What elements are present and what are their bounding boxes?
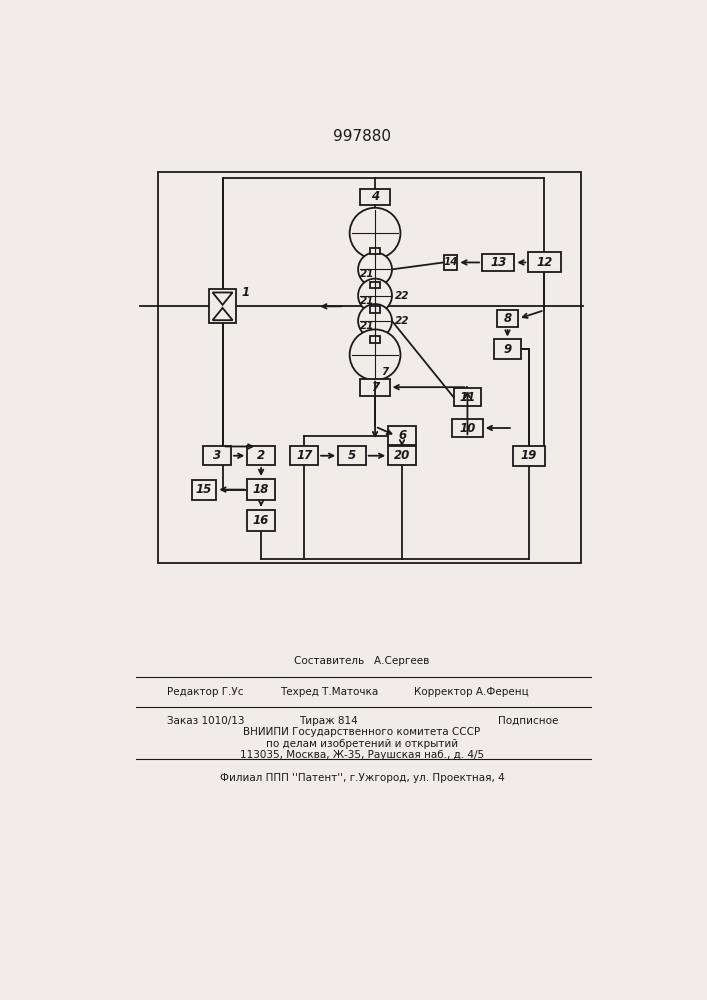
- Text: 113035, Москва, Ж-35, Раушская наб., д. 4/5: 113035, Москва, Ж-35, Раушская наб., д. …: [240, 750, 484, 760]
- Text: Составитель   А.Сергеев: Составитель А.Сергеев: [294, 656, 430, 666]
- Text: 3: 3: [213, 449, 221, 462]
- Text: 21: 21: [360, 269, 375, 279]
- Text: 19: 19: [521, 449, 537, 462]
- Bar: [482, 254, 515, 271]
- Text: Тираж 814: Тираж 814: [300, 716, 358, 726]
- Text: по делам изобретений и открытий: по делам изобретений и открытий: [266, 739, 458, 749]
- Text: 6: 6: [398, 429, 406, 442]
- Circle shape: [350, 329, 400, 380]
- Text: 16: 16: [253, 514, 269, 527]
- Text: 9: 9: [503, 343, 512, 356]
- Text: ВНИИПИ Государственного комитета СССР: ВНИИПИ Государственного комитета СССР: [243, 727, 481, 737]
- Bar: [158, 172, 581, 563]
- Text: 18: 18: [253, 483, 269, 496]
- Text: 7: 7: [381, 367, 388, 377]
- Bar: [291, 446, 318, 465]
- Bar: [247, 510, 275, 531]
- Bar: [370, 306, 380, 312]
- Text: Филиал ППП ''Патент'', г.Ужгород, ул. Проектная, 4: Филиал ППП ''Патент'', г.Ужгород, ул. Пр…: [220, 773, 504, 783]
- Text: 20: 20: [394, 449, 410, 462]
- Text: 13: 13: [490, 256, 506, 269]
- Bar: [338, 446, 366, 465]
- Text: 5: 5: [348, 449, 356, 462]
- Text: Техред Т.Маточка: Техред Т.Маточка: [280, 687, 378, 697]
- Text: 11: 11: [460, 391, 476, 404]
- Bar: [204, 446, 231, 465]
- Text: 22: 22: [395, 316, 409, 326]
- Text: 1: 1: [241, 286, 249, 299]
- Bar: [388, 446, 416, 465]
- Bar: [370, 282, 380, 288]
- Text: Подписное: Подписное: [498, 716, 559, 726]
- Bar: [452, 419, 483, 437]
- Text: 21: 21: [360, 321, 375, 331]
- Bar: [454, 388, 481, 406]
- Bar: [528, 252, 561, 272]
- Text: 997880: 997880: [333, 129, 391, 144]
- Bar: [361, 379, 390, 396]
- Bar: [370, 248, 380, 254]
- Circle shape: [358, 252, 392, 286]
- Circle shape: [358, 279, 392, 312]
- Text: 2: 2: [257, 449, 265, 462]
- Text: 4: 4: [371, 190, 379, 204]
- Text: Корректор А.Ференц: Корректор А.Ференц: [414, 687, 529, 697]
- Bar: [513, 446, 545, 466]
- Text: Редактор Г.Ус: Редактор Г.Ус: [167, 687, 244, 697]
- Text: 12: 12: [537, 256, 553, 269]
- Circle shape: [350, 208, 400, 259]
- Bar: [361, 189, 390, 205]
- Bar: [443, 255, 457, 270]
- Bar: [192, 480, 216, 500]
- Bar: [370, 336, 380, 343]
- Text: 22: 22: [395, 291, 409, 301]
- Text: 10: 10: [460, 422, 476, 434]
- Bar: [493, 339, 521, 359]
- Text: 17: 17: [296, 449, 312, 462]
- Bar: [209, 289, 236, 323]
- Text: 7: 7: [371, 381, 379, 394]
- Bar: [388, 426, 416, 445]
- Circle shape: [358, 304, 392, 338]
- Text: 14: 14: [443, 257, 457, 267]
- Bar: [247, 479, 275, 500]
- Bar: [497, 310, 518, 327]
- Text: Заказ 1010/13: Заказ 1010/13: [167, 716, 245, 726]
- Text: 8: 8: [503, 312, 512, 325]
- Text: 21: 21: [360, 296, 375, 306]
- Bar: [247, 446, 275, 465]
- Text: 15: 15: [196, 483, 212, 496]
